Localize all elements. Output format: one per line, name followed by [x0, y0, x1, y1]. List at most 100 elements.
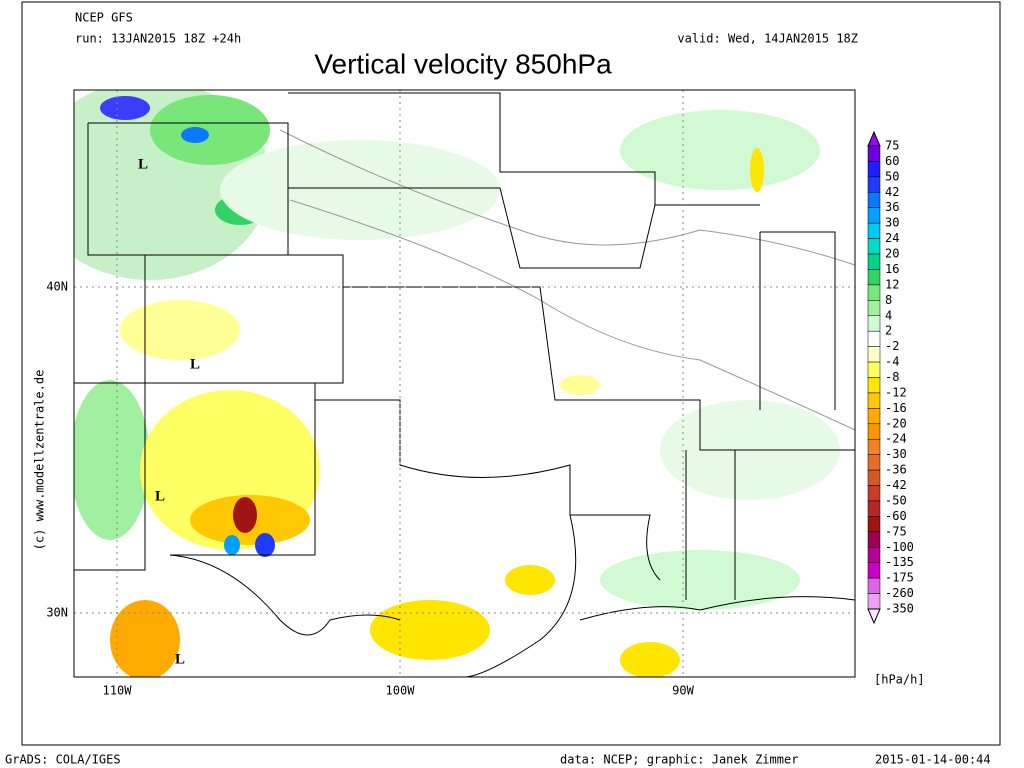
footer-credit: data: NCEP; graphic: Janek Zimmer	[560, 753, 798, 767]
run: run: 13JAN2015 18Z +24h	[75, 32, 241, 46]
colorbar-swatch	[867, 547, 881, 563]
field-patch	[181, 127, 209, 143]
colorbar-swatch	[867, 469, 881, 486]
colorbar-swatch	[867, 423, 881, 440]
colorbar-label: 42	[885, 185, 899, 199]
model: NCEP GFS	[75, 11, 133, 25]
lon-label: 100W	[386, 684, 416, 698]
field-patch	[620, 642, 680, 677]
axis-labels: 40N 30N 110W 100W 90W	[46, 280, 694, 698]
map	[74, 90, 855, 677]
colorbar-swatch	[867, 531, 881, 548]
watermark: (c) www.modellzentrale.de	[33, 370, 47, 551]
colorbar-label: -12	[885, 385, 907, 399]
colorbar-label: -36	[885, 463, 907, 477]
colorbar-swatch	[867, 577, 881, 594]
colorbar-label: -350	[885, 602, 914, 616]
colorbar-swatch	[867, 438, 881, 455]
colorbar-label: 2	[885, 324, 892, 338]
colorbar-label: -4	[885, 355, 899, 369]
low-marker: L	[138, 156, 148, 172]
colorbar-triangle	[867, 608, 881, 625]
low-marker: L	[175, 651, 185, 667]
colorbar-swatch	[867, 593, 881, 610]
colorbar-label: 8	[885, 293, 892, 307]
field-patch	[233, 497, 257, 533]
colorbar-label: -20	[885, 416, 907, 430]
lat-label: 30N	[46, 606, 68, 620]
footer-software: GrADS: COLA/IGES	[5, 753, 121, 767]
lows: L L L L	[138, 156, 200, 667]
colorbar-label: -260	[885, 586, 914, 600]
colorbar-swatch	[867, 361, 881, 378]
colorbar-swatch	[867, 222, 881, 239]
colorbar-label: 12	[885, 277, 899, 291]
colorbar-swatch	[867, 500, 881, 517]
colorbar-swatch	[867, 330, 881, 347]
colorbar-label: -16	[885, 401, 907, 415]
colorbar-label: -175	[885, 571, 914, 585]
low-marker: L	[155, 488, 165, 504]
colorbar-swatch	[867, 145, 881, 162]
rivers	[279, 129, 855, 431]
colorbar: 75605042363024201612842-2-4-8-12-16-20-2…	[867, 130, 914, 625]
colorbar-label: 30	[885, 216, 899, 230]
lat-label: 40N	[46, 280, 68, 294]
colorbar-label: -100	[885, 540, 914, 554]
colorbar-label: -2	[885, 339, 899, 353]
colorbar-swatch	[867, 207, 881, 224]
colorbar-label: 20	[885, 247, 899, 261]
colorbar-label: -24	[885, 432, 907, 446]
field-patch	[560, 375, 600, 395]
colorbar-swatch	[867, 238, 881, 255]
colorbar-swatch	[867, 377, 881, 394]
field-patch	[600, 550, 800, 610]
field-patch	[505, 565, 555, 595]
colorbar-swatch	[867, 392, 881, 409]
field-patch	[150, 95, 270, 165]
colorbar-swatch	[867, 562, 881, 579]
colorbar-label: 50	[885, 169, 899, 183]
lon-label: 90W	[672, 684, 694, 698]
field-patch	[120, 300, 240, 360]
colorbar-label: -60	[885, 509, 907, 523]
field-patch	[620, 110, 820, 190]
colorbar-swatch	[867, 161, 881, 178]
field-patch	[74, 380, 150, 540]
colorbar-swatch	[867, 346, 881, 363]
field-patch	[370, 600, 490, 660]
colorbar-label: -135	[885, 555, 914, 569]
colorbar-label: -30	[885, 447, 907, 461]
colorbar-swatch	[867, 516, 881, 533]
colorbar-swatch	[867, 284, 881, 301]
colorbar-swatch	[867, 408, 881, 425]
colorbar-label: 75	[885, 139, 899, 153]
colorbar-label: -8	[885, 370, 899, 384]
colorbar-label: 60	[885, 154, 899, 168]
colorbar-label: -75	[885, 524, 907, 538]
colorbar-label: -50	[885, 493, 907, 507]
colorbar-unit: [hPa/h]	[874, 673, 925, 687]
field-patch	[220, 140, 500, 240]
lon-label: 110W	[103, 684, 133, 698]
colorbar-label: 4	[885, 308, 892, 322]
field	[74, 90, 840, 677]
colorbar-swatch	[867, 300, 881, 317]
field-patch	[100, 96, 150, 120]
field-patch	[224, 535, 240, 555]
low-marker: L	[190, 356, 200, 372]
colorbar-triangle	[867, 130, 881, 147]
colorbar-swatch	[867, 485, 881, 502]
colorbar-swatch	[867, 454, 881, 471]
colorbar-swatch	[867, 176, 881, 193]
field-patch	[255, 533, 275, 557]
colorbar-swatch	[867, 315, 881, 332]
colorbar-swatch	[867, 253, 881, 270]
colorbar-label: 24	[885, 231, 899, 245]
title: Vertical velocity 850hPa	[314, 48, 612, 79]
borders	[74, 92, 855, 677]
colorbar-swatch	[867, 269, 881, 286]
valid: valid: Wed, 14JAN2015 18Z	[677, 32, 858, 46]
field-patch	[110, 600, 180, 677]
